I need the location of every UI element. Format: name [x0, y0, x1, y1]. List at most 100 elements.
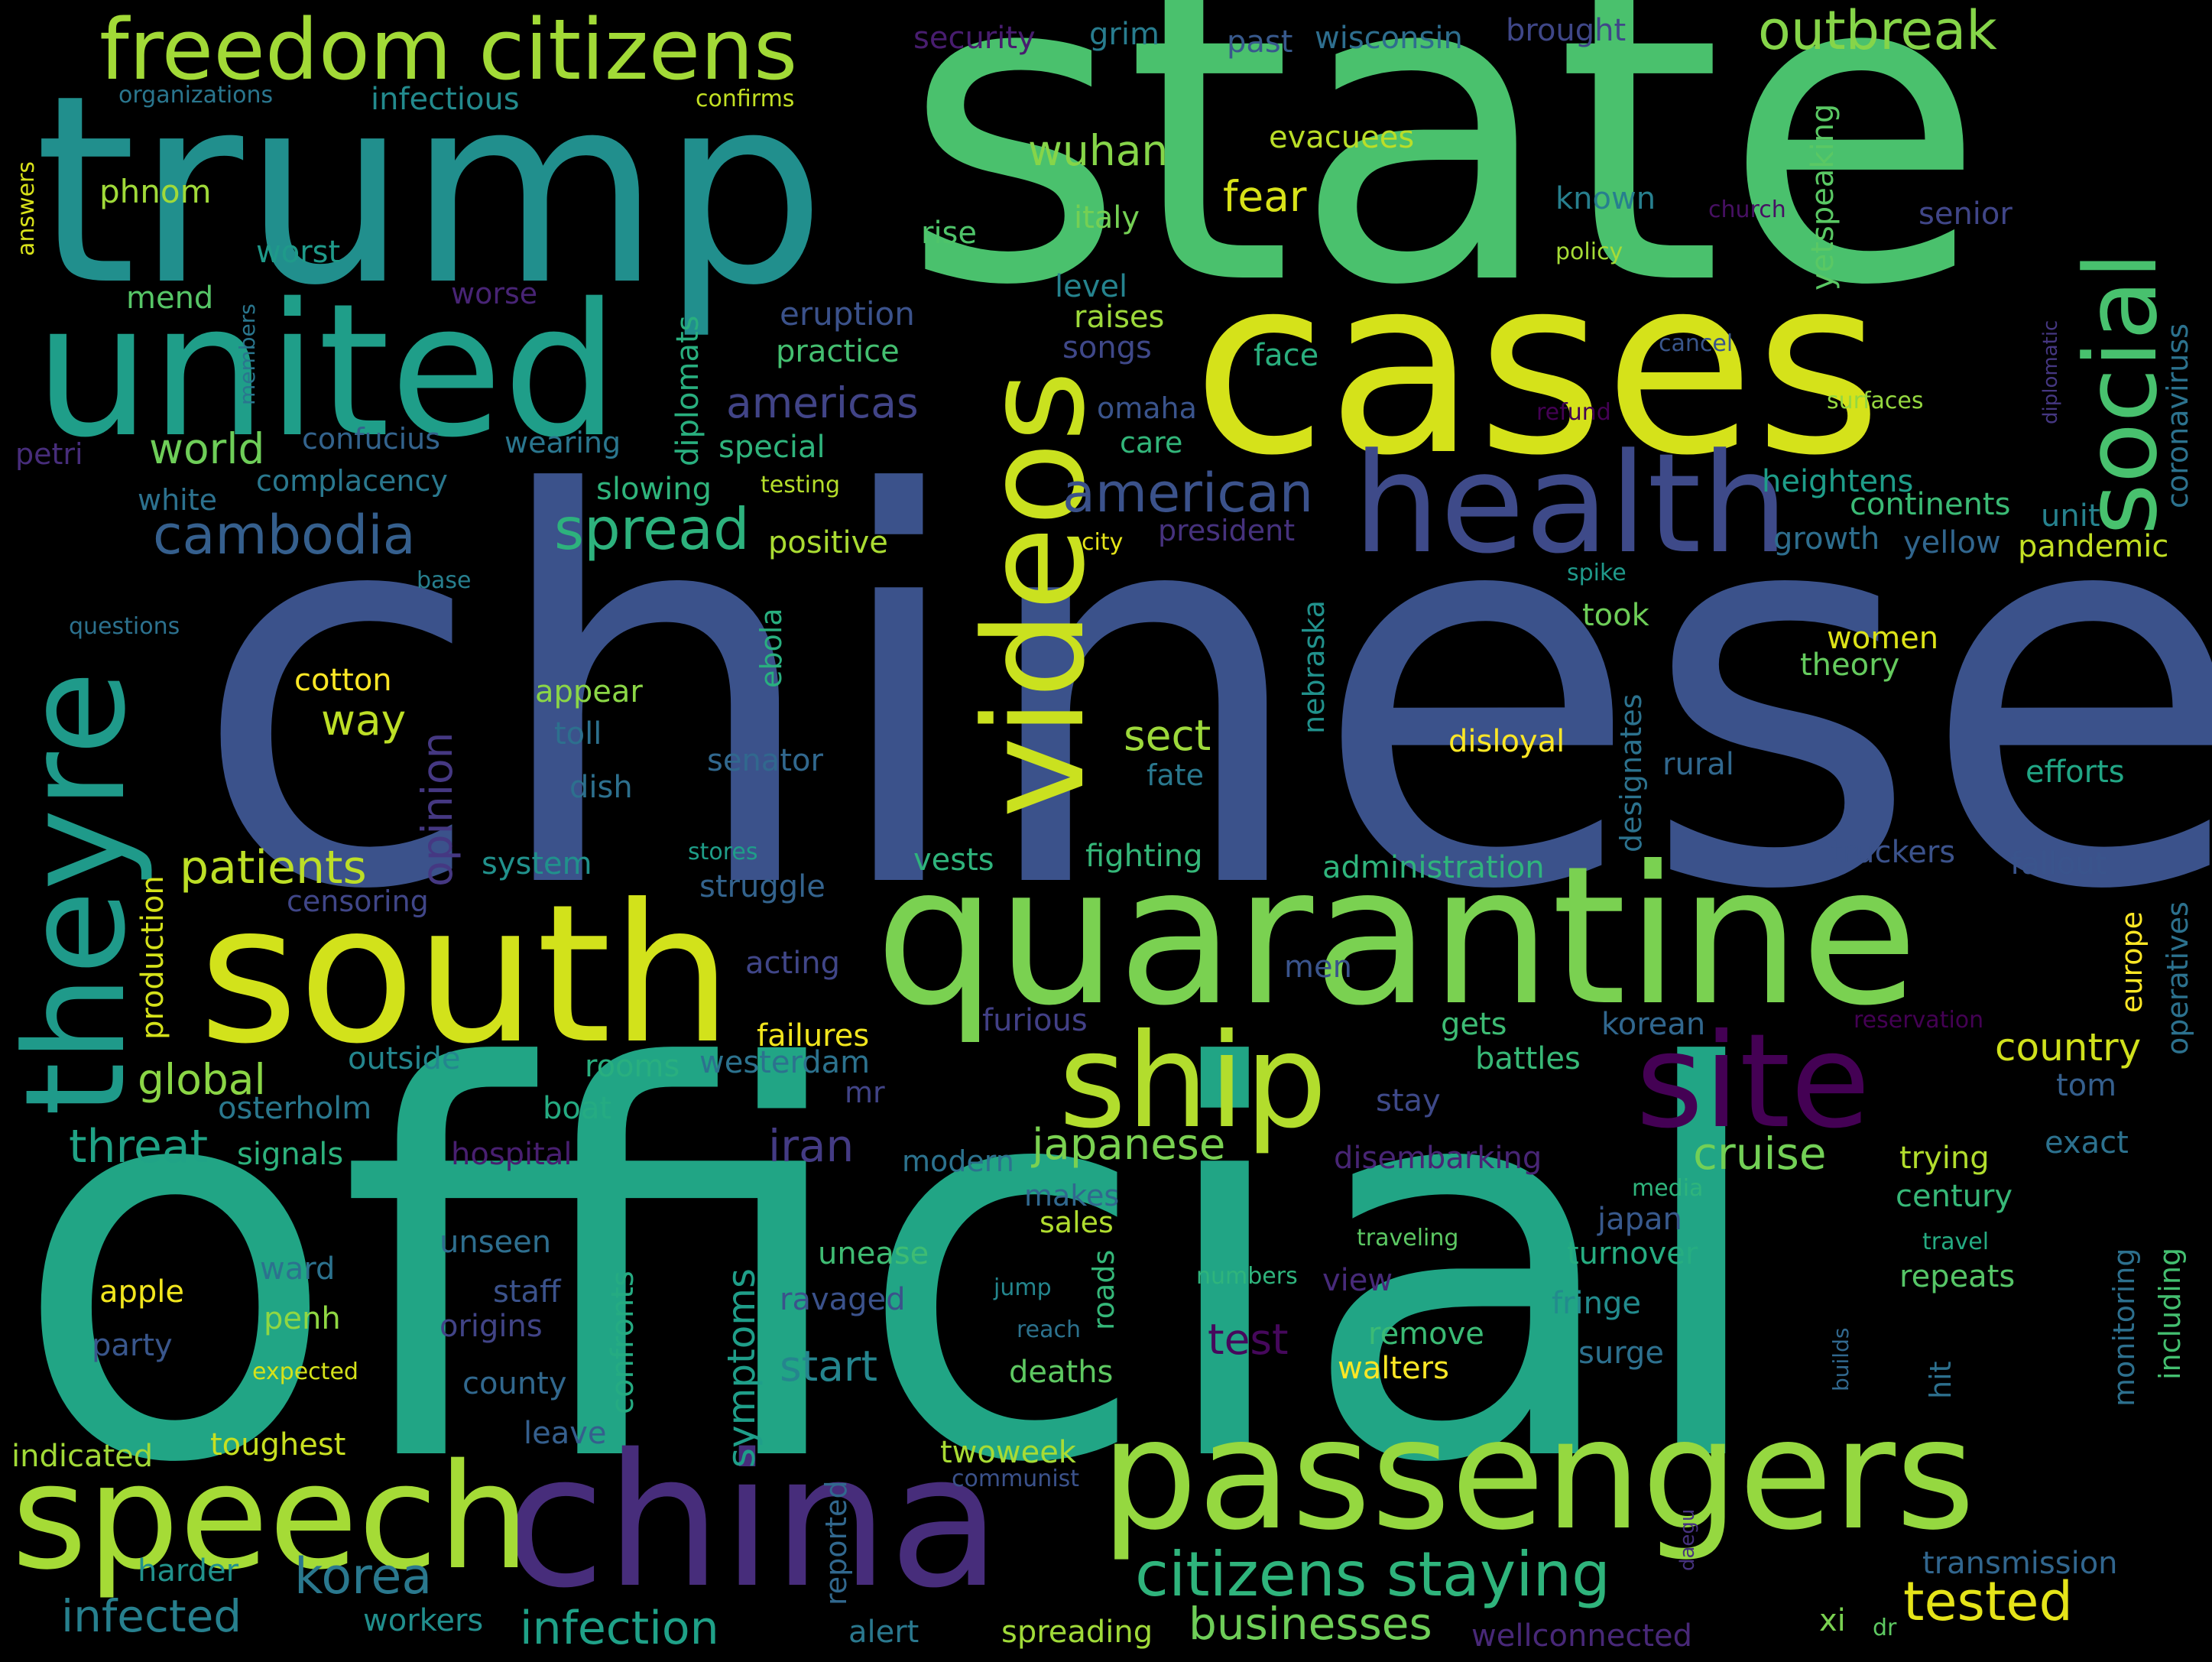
word-south: south [199, 863, 733, 1086]
word-world: world [149, 424, 265, 473]
word-gets: gets [1441, 1007, 1507, 1042]
word-freedom-citizens: freedom citizens [99, 1, 798, 99]
word-furious: furious [982, 1003, 1088, 1038]
word-confucius: confucius [302, 422, 441, 456]
word-stores: stores [688, 839, 758, 865]
word-staff: staff [493, 1274, 561, 1310]
word-social: social [2063, 252, 2179, 535]
word-osterholm: osterholm [218, 1091, 372, 1126]
word-indicated: indicated [11, 1439, 154, 1474]
word-trying: trying [1899, 1141, 1990, 1176]
word-vests: vests [913, 842, 994, 878]
word-growth: growth [1773, 521, 1880, 557]
word-fallout: fallout [2010, 846, 2107, 881]
word-members: members [235, 304, 260, 405]
word-fate: fate [1147, 758, 1204, 792]
word-efforts: efforts [2026, 755, 2125, 790]
word-positive: positive [768, 525, 888, 560]
word-threat: threat [69, 1120, 209, 1173]
word-confronts: confronts [605, 1271, 641, 1414]
word-speech: speech [11, 1433, 530, 1602]
word-italy: italy [1074, 200, 1140, 235]
word-jump: jump [994, 1274, 1052, 1301]
word-men: men [1284, 949, 1352, 985]
word-eruption: eruption [780, 295, 915, 333]
word-videos: videos [955, 370, 1115, 818]
word-ebola: ebola [754, 608, 788, 688]
word-trump: trump [34, 40, 826, 342]
word-mr: mr [845, 1076, 885, 1109]
word-expected: expected [252, 1358, 358, 1385]
word-petri: petri [15, 437, 83, 471]
word-unease: unease [818, 1236, 929, 1271]
word-century: century [1896, 1179, 2013, 1214]
word-care: care [1120, 426, 1183, 459]
word-white: white [138, 483, 217, 517]
word-daegu: daegu [1676, 1508, 1699, 1571]
word-boat: boat [543, 1091, 612, 1126]
word-travel: travel [1922, 1229, 1990, 1255]
word-failures: failures [757, 1018, 870, 1053]
word-chinese: chinese [191, 384, 2212, 1007]
word-toughest: toughest [210, 1427, 346, 1462]
word-pandemic: pandemic [2018, 529, 2169, 564]
word-china: china [504, 1414, 1001, 1628]
word-ship: ship [1059, 1006, 1328, 1157]
word-battles: battles [1475, 1041, 1581, 1076]
word-face: face [1254, 338, 1319, 373]
word-hospital: hospital [451, 1137, 572, 1172]
word-citizens-staying: citizens staying [1135, 1539, 1610, 1610]
word-americas: americas [726, 378, 919, 427]
word-wearing: wearing [504, 426, 621, 459]
word-security: security [913, 21, 1036, 56]
word-alert: alert [848, 1615, 920, 1650]
word-toll: toll [554, 716, 602, 751]
word-surfaces: surfaces [1827, 388, 1924, 414]
word-cruise: cruise [1693, 1128, 1827, 1180]
word-disloyal: disloyal [1448, 724, 1565, 759]
word-city: city [1082, 529, 1124, 556]
word-way: way [321, 696, 407, 745]
word-cancel: cancel [1659, 330, 1734, 357]
word-unit: unit [2041, 498, 2100, 534]
word-organizations: organizations [118, 82, 274, 109]
word-stay: stay [1376, 1083, 1441, 1118]
word-spike: spike [1567, 560, 1627, 586]
word-surge: surge [1578, 1336, 1664, 1371]
word-ravaged: ravaged [780, 1282, 906, 1317]
word-walters: walters [1338, 1351, 1449, 1386]
word-makes: makes [1024, 1179, 1120, 1212]
word-health: health [1353, 424, 1789, 584]
word-testing: testing [761, 472, 841, 498]
word-appear: appear [535, 674, 643, 709]
word-apple: apple [99, 1274, 185, 1310]
word-mend: mend [126, 281, 214, 316]
word-party: party [92, 1328, 173, 1363]
word-workers: workers [363, 1603, 484, 1638]
word-harder: harder [138, 1553, 239, 1589]
word-continents: continents [1850, 487, 2011, 522]
word-designates: designates [1614, 693, 1648, 852]
word-iran: iran [768, 1120, 855, 1172]
word-sales: sales [1040, 1206, 1114, 1239]
word-europe: europe [2115, 911, 2149, 1013]
word-production: production [135, 875, 170, 1040]
word-japanese: japanese [1032, 1120, 1226, 1170]
word-infected: infected [61, 1590, 242, 1642]
word-church: church [1708, 196, 1786, 223]
word-tom: tom [2056, 1068, 2117, 1103]
word-xi: xi [1819, 1603, 1846, 1638]
word-infection: infection [520, 1602, 719, 1655]
word-songs: songs [1062, 330, 1152, 365]
word-complacency: complacency [256, 464, 448, 498]
word-korean: korean [1601, 1007, 1706, 1042]
word-monitoring: monitoring [2107, 1248, 2141, 1407]
word-refund: refund [1536, 399, 1611, 426]
word-japan: japan [1597, 1202, 1682, 1237]
word-turnover: turnover [1567, 1236, 1698, 1271]
word-korea: korea [294, 1548, 433, 1605]
word-questions: questions [69, 613, 180, 640]
word-policy: policy [1555, 239, 1623, 265]
word-diplomatic: diplomatic [2039, 320, 2062, 424]
